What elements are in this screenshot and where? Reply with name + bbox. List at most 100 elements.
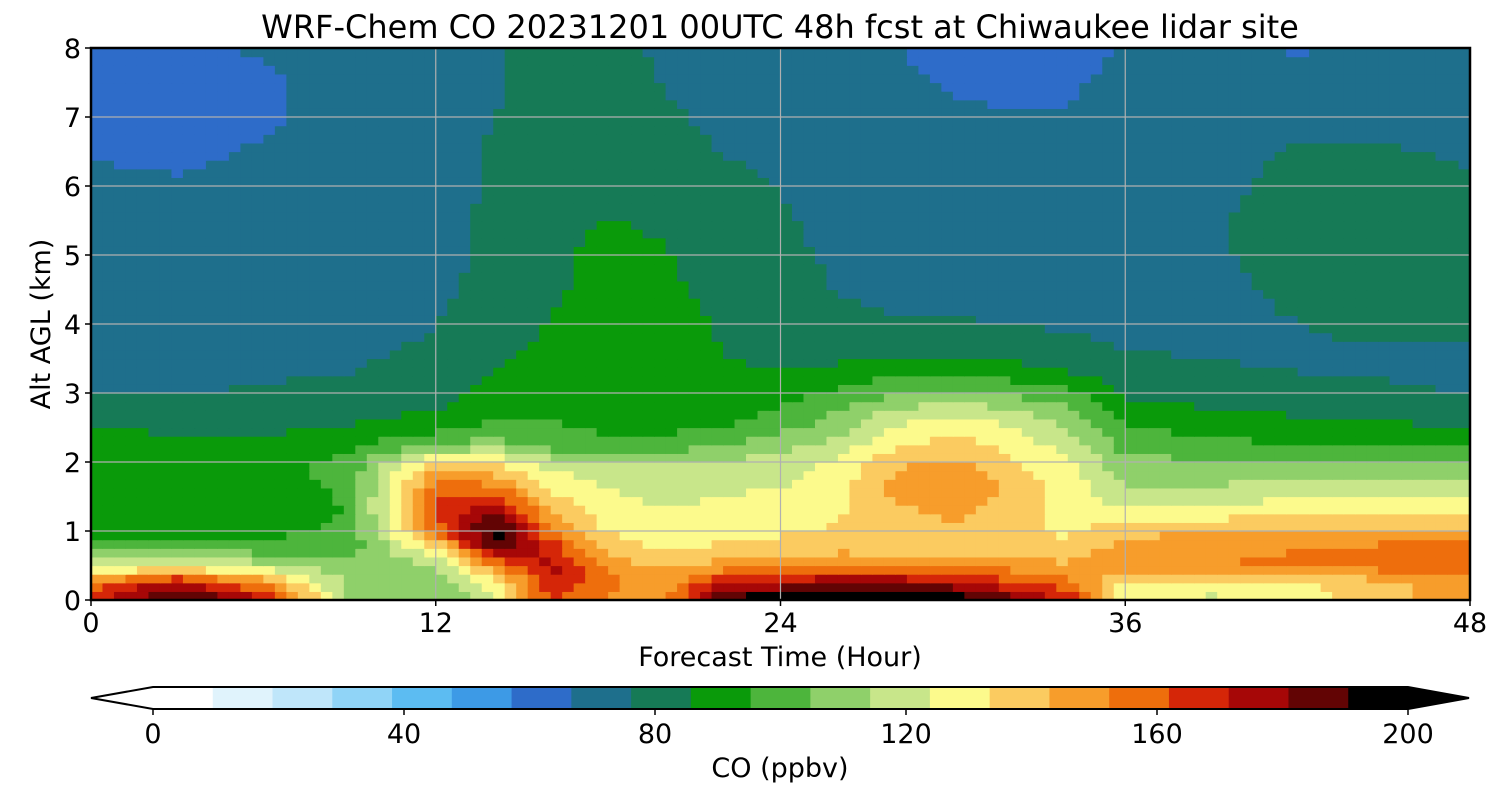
heatmap-cell: [1033, 280, 1046, 291]
heatmap-cell: [711, 306, 724, 316]
heatmap-cell: [159, 315, 173, 325]
heatmap-cell: [1401, 470, 1414, 480]
heatmap-cell: [470, 401, 483, 411]
heatmap-cell: [332, 427, 345, 437]
heatmap-cell: [343, 539, 356, 549]
heatmap-cell: [343, 246, 356, 256]
heatmap-cell: [194, 436, 207, 446]
heatmap-cell: [217, 298, 230, 308]
heatmap-cell: [527, 513, 540, 523]
heatmap-cell: [1102, 505, 1115, 515]
heatmap-cell: [573, 513, 586, 523]
heatmap-cell: [217, 341, 230, 351]
heatmap-cell: [642, 289, 655, 299]
heatmap-cell: [1033, 470, 1046, 480]
heatmap-cell: [516, 332, 529, 342]
heatmap-cell: [102, 444, 115, 454]
heatmap-cell: [1044, 522, 1057, 532]
heatmap-cell: [182, 341, 196, 351]
heatmap-cell: [1113, 591, 1126, 600]
heatmap-cell: [389, 272, 402, 282]
heatmap-cell: [1102, 349, 1115, 360]
heatmap-cell: [1148, 393, 1161, 403]
heatmap-cell: [654, 470, 667, 480]
heatmap-cell: [1079, 574, 1092, 584]
heatmap-cell: [550, 548, 563, 558]
heatmap-cell: [1251, 272, 1264, 282]
heatmap-cell: [1010, 496, 1023, 506]
heatmap-cell: [631, 522, 644, 532]
heatmap-cell: [975, 462, 988, 472]
heatmap-cell: [665, 522, 678, 532]
heatmap-cell: [998, 556, 1011, 567]
heatmap-cell: [217, 436, 230, 446]
heatmap-cell: [263, 272, 276, 282]
heatmap-cell: [849, 513, 862, 523]
heatmap-cell: [1458, 341, 1470, 351]
heatmap-cell: [343, 255, 356, 265]
heatmap-cell: [1251, 496, 1264, 506]
heatmap-cell: [355, 556, 368, 567]
heatmap-cell: [378, 315, 391, 325]
heatmap-cell: [1033, 332, 1046, 342]
heatmap-cell: [205, 565, 219, 575]
heatmap-cell: [504, 375, 517, 385]
heatmap-cell: [780, 418, 793, 429]
heatmap-cell: [91, 255, 104, 265]
heatmap-cell: [895, 358, 908, 368]
heatmap-cell: [1332, 332, 1345, 342]
heatmap-cell: [1263, 255, 1276, 265]
heatmap-cell: [1021, 531, 1034, 541]
heatmap-cell: [332, 237, 345, 247]
heatmap-cell: [102, 298, 115, 308]
heatmap-cell: [171, 306, 184, 316]
heatmap-cell: [343, 298, 356, 308]
heatmap-cell: [343, 358, 356, 368]
heatmap-cell: [918, 531, 931, 541]
heatmap-cell: [412, 591, 425, 600]
heatmap-cell: [286, 487, 299, 498]
heatmap-cell: [1240, 565, 1253, 575]
heatmap-cell: [677, 393, 690, 403]
heatmap-cell: [470, 272, 483, 282]
heatmap-cell: [746, 306, 759, 316]
heatmap-cell: [1044, 341, 1057, 351]
heatmap-cell: [998, 410, 1011, 420]
heatmap-cell: [1182, 531, 1195, 541]
heatmap-cell: [987, 496, 1000, 506]
heatmap-cell: [550, 531, 563, 541]
heatmap-cell: [688, 436, 701, 446]
heatmap-cell: [1378, 367, 1391, 377]
heatmap-cell: [1447, 531, 1460, 541]
heatmap-cell: [228, 332, 241, 342]
heatmap-cell: [700, 375, 713, 385]
heatmap-cell: [182, 565, 196, 575]
heatmap-cell: [837, 591, 851, 600]
heatmap-cell: [504, 306, 517, 316]
heatmap-cell: [1148, 436, 1161, 446]
heatmap-cell: [217, 522, 230, 532]
heatmap-cell: [1240, 289, 1253, 299]
heatmap-cell: [412, 479, 425, 489]
heatmap-cell: [941, 556, 954, 567]
heatmap-cell: [366, 591, 379, 600]
heatmap-cell: [286, 462, 299, 472]
heatmap-cell: [837, 427, 851, 437]
heatmap-cell: [516, 401, 529, 411]
heatmap-cell: [148, 436, 161, 446]
heatmap-cell: [366, 522, 379, 532]
heatmap-cell: [1297, 418, 1310, 429]
heatmap-cell: [952, 531, 965, 541]
heatmap-cell: [975, 375, 988, 385]
heatmap-cell: [665, 263, 678, 273]
heatmap-cell: [596, 280, 609, 291]
heatmap-cell: [814, 574, 828, 584]
heatmap-cell: [355, 393, 368, 403]
heatmap-cell: [665, 556, 678, 567]
heatmap-cell: [814, 349, 828, 360]
heatmap-cell: [746, 427, 759, 437]
heatmap-cell: [1182, 349, 1195, 360]
heatmap-cell: [964, 470, 977, 480]
heatmap-cell: [424, 505, 437, 515]
heatmap-cell: [355, 539, 368, 549]
